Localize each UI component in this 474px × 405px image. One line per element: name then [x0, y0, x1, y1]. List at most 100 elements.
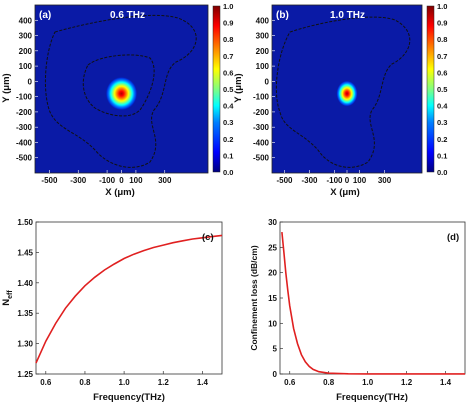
panel-c-y-axis-label-main: N	[1, 299, 12, 306]
panel-c-x-tick-label: 0.8	[79, 378, 91, 387]
panel-c-y-tick-label: 1.35	[17, 309, 33, 318]
panel-b-colorbar-ticks: 1.0 0.9 0.8 0.7 0.6 0.5 0.4 0.3 0.2 0.1 0.0	[437, 2, 448, 177]
panel-b-colorbar-tick-label: 0.3	[437, 118, 447, 127]
panel-d-x-tick-label: 0.6	[284, 378, 296, 387]
panel-b-x-axis-label: X (μm)	[330, 187, 360, 198]
panel-a-colorbar-tick-label: 0.3	[223, 118, 233, 127]
panel-b-colorbar-tick-label: 0.4	[437, 102, 448, 111]
panel-a-x-tick-label: 300	[158, 176, 172, 185]
panel-a-y-tick-label: 0	[28, 77, 33, 86]
panel-d-y-tick-label: 5	[273, 345, 278, 354]
panel-d-label: (d)	[447, 232, 459, 243]
panel-d-y-tick-label: 10	[268, 319, 277, 328]
panel-a-y-tick-label: 200	[19, 47, 33, 56]
panel-b-colorbar-tick-label: 0.2	[437, 135, 447, 144]
panel-b: (b) 1.0 THz 4003002001000-100-200-300-40…	[233, 2, 448, 198]
panel-a-colorbar-ticks: 1.0 0.9 0.8 0.7 0.6 0.5 0.4 0.3 0.2 0.1 0.0	[223, 2, 234, 177]
panel-b-colorbar-tick-label: 0.9	[437, 19, 447, 28]
panel-c-x-tick-label: 1.0	[119, 378, 131, 387]
panel-d-y-axis-label: Confinement loss (dB/cm)	[249, 245, 259, 350]
panel-a-colorbar-tick-label: 0.9	[223, 19, 233, 28]
panel-a-title: 0.6 THz	[110, 10, 145, 21]
panel-a-label: (a)	[39, 10, 51, 21]
panel-b-y-tick-label: 100	[256, 62, 270, 71]
panel-c: 1.251.301.351.401.451.500.6 0.8 1.0 1.2 1.4 …	[1, 218, 223, 403]
panel-a-colorbar-tick-label: 0.4	[223, 102, 234, 111]
panel-b-x-tick-label: 300	[378, 176, 392, 185]
panel-a-y-tick-label: -100	[16, 93, 33, 102]
panel-c-x-tick-label: 1.2	[158, 378, 170, 387]
panel-a-colorbar-tick-label: 0.7	[223, 52, 233, 61]
panel-b-y-tick-label: 0	[265, 77, 270, 86]
panel-a-colorbar-tick-label: 0.6	[223, 68, 233, 77]
panel-a-y-tick-label: 400	[19, 16, 33, 25]
panel-c-ticks: 1.25 1.30 1.35 1.40 1.45 1.50 0.6 0.8 1.0 1.2 1.4	[17, 218, 208, 387]
panel-a-colorbar-tick-label: 0.8	[223, 35, 233, 44]
panel-b-y-tick-label: -300	[253, 123, 270, 132]
panel-c-y-tick-label: 1.30	[17, 340, 33, 349]
panel-b-y-tick-label: -400	[253, 138, 270, 147]
panel-a: (a) 0.6 THz 400 300 200 100 0 -100 -200 -300 -40…	[1, 2, 234, 198]
panel-d-y-tick-label: 30	[268, 218, 277, 227]
panel-a-x-axis-label: X (μm)	[105, 187, 135, 198]
panel-a-y-tick-label: -200	[16, 108, 33, 117]
panel-b-y-tick-label: -100	[253, 93, 270, 102]
panel-b-y-tick-label: 200	[256, 47, 270, 56]
panel-c-y-tick-label: 1.40	[17, 279, 33, 288]
panel-d-plot-area	[279, 221, 466, 375]
panel-b-x-ticks: -500 -300 -100 0 100 300	[276, 170, 392, 185]
panel-a-y-tick-label: -500	[16, 154, 33, 163]
panel-b-y-axis-label: Y (μm)	[233, 73, 244, 102]
panel-a-colorbar-tick-label: 1.0	[223, 2, 233, 11]
panel-c-x-tick-label: 1.4	[197, 378, 209, 387]
panel-a-colorbar-tick-label: 0.2	[223, 135, 233, 144]
panel-c-y-tick-label: 1.45	[17, 248, 33, 257]
panel-a-y-tick-label: -300	[16, 123, 33, 132]
panel-b-colorbar-tick-label: 0.6	[437, 68, 447, 77]
panel-a-mode-field	[105, 76, 138, 111]
panel-a-y-ticks: 400 300 200 100 0 -100 -200 -300 -400 -500	[16, 16, 38, 163]
panel-a-y-tick-label: -400	[16, 138, 33, 147]
panel-b-y-tick-label: -500	[253, 154, 270, 163]
panel-a-fiber-contour-inner	[82, 54, 155, 117]
panel-d-y-tick-label: 0	[273, 370, 278, 379]
panel-b-y-tick-label: 300	[256, 32, 270, 41]
panel-b-y-tick-label: -200	[253, 108, 270, 117]
panel-a-colorbar-tick-label: 0.5	[223, 85, 233, 94]
panel-d-x-axis-label: Frequency(THz)	[336, 392, 408, 403]
panel-c-series-line	[35, 234, 223, 364]
panel-a-x-tick-label: -500	[41, 176, 58, 185]
panel-b-x-tick-label: 0	[345, 176, 350, 185]
panel-a-colorbar-tick-label: 0.1	[223, 151, 233, 160]
panel-d-y-tick-label: 25	[268, 243, 277, 252]
panel-c-plot-area	[35, 221, 223, 375]
panel-b-colorbar-tick-label: 0.5	[437, 85, 447, 94]
panel-b-y-tick-label: 400	[256, 16, 270, 25]
panel-b-colorbar-tick-label: 0.7	[437, 52, 447, 61]
panel-d-x-tick-label: 1.2	[401, 378, 413, 387]
panel-d-ticks: 0 5 10 15 20 25 30 0.6 0.8 1.0 1.2 1.4	[268, 218, 452, 387]
panel-a-x-tick-label: 0	[119, 176, 124, 185]
panel-b-x-tick-label: 100	[353, 176, 367, 185]
panel-d-y-tick-label: 20	[268, 269, 277, 278]
panel-c-y-tick-label: 1.50	[17, 218, 33, 227]
panel-a-fiber-contour-outer	[44, 14, 197, 168]
panel-a-x-tick-label: 100	[129, 176, 143, 185]
panel-d-series-line	[281, 232, 465, 375]
panel-d-y-tick-label: 15	[268, 294, 277, 303]
panel-b-label: (b)	[276, 10, 289, 21]
panel-b-y-ticks: 400 300 200 100 0 -100 -200 -300 -400 -500	[253, 16, 275, 163]
panel-c-y-tick-label: 1.25	[17, 370, 33, 379]
panel-b-fiber-contour-outer	[275, 16, 411, 168]
panel-c-x-tick-label: 0.6	[40, 378, 52, 387]
panel-d-x-tick-label: 1.4	[440, 378, 452, 387]
panel-b-colorbar-tick-label: 1.0	[437, 2, 447, 11]
panel-b-x-tick-label: -500	[276, 176, 293, 185]
panel-a-y-axis-label: Y (μm)	[1, 73, 12, 102]
panel-b-title: 1.0 THz	[330, 10, 365, 21]
panel-a-y-tick-label: 100	[19, 62, 33, 71]
panel-b-mode-field	[336, 80, 358, 107]
panel-b-colorbar-tick-label: 0.0	[437, 168, 447, 177]
panel-c-x-axis-label: Frequency(THz)	[93, 392, 165, 403]
